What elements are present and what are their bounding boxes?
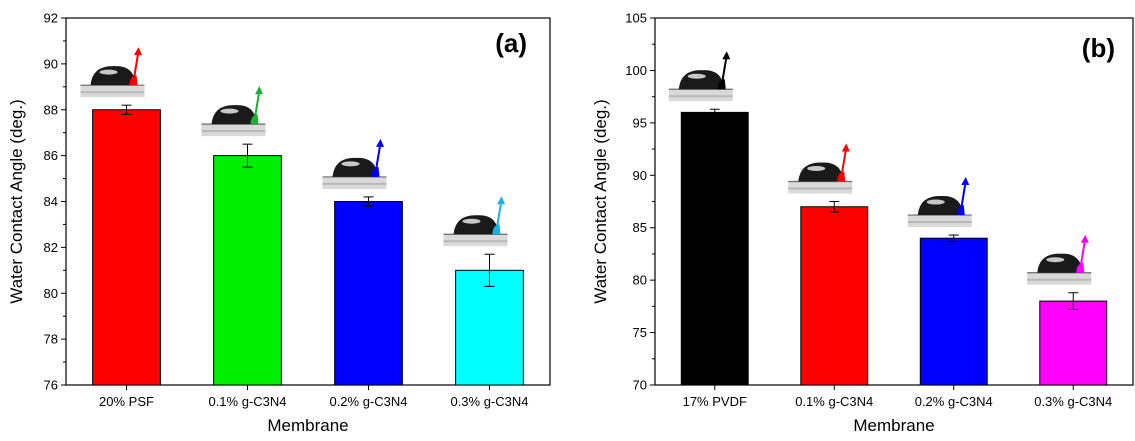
panel-label: (a)	[495, 28, 527, 58]
y-tick-label: 75	[633, 325, 647, 340]
droplet-reflection	[322, 182, 387, 185]
arrow-head	[961, 177, 970, 186]
bar	[92, 109, 161, 386]
y-tick-label: 105	[625, 11, 647, 26]
droplet-highlight	[1046, 257, 1065, 263]
y-tick-label: 88	[44, 102, 58, 117]
droplet	[90, 66, 136, 86]
bar	[919, 237, 988, 386]
droplet	[917, 196, 963, 216]
contact-angle-arrow	[132, 50, 140, 82]
y-tick-label: 78	[44, 332, 58, 347]
y-tick-label: 100	[625, 63, 647, 78]
x-tick-label: 0.1% g-C3N4	[208, 394, 286, 409]
arrow-head	[841, 143, 850, 152]
droplet-image	[201, 86, 266, 137]
droplet-image	[668, 51, 733, 102]
x-tick-label: 0.2% g-C3N4	[329, 394, 407, 409]
droplet-image	[788, 143, 853, 194]
contact-angle-arrow	[720, 55, 728, 86]
x-tick-label: 20% PSF	[99, 394, 154, 409]
bar	[680, 111, 749, 386]
y-tick-label: 86	[44, 148, 58, 163]
arrow-head	[134, 47, 142, 56]
contact-angle-arrow	[1079, 238, 1087, 269]
droplet	[453, 215, 499, 235]
bar	[334, 201, 403, 386]
droplet-image	[80, 47, 145, 98]
chart-panel-a: 76 78 80 82 84 86 88 90 92 20% PSF 0.1% g-C3N4 0.2%…	[7, 11, 551, 435]
droplet	[332, 157, 378, 177]
arrow-head	[376, 138, 384, 147]
droplet-image	[907, 177, 972, 228]
y-axis-title: Water Contact Angle (deg.)	[7, 99, 26, 303]
droplet-reflection	[1027, 278, 1092, 281]
x-tick-label: 0.1% g-C3N4	[795, 394, 873, 409]
y-tick-label: 90	[633, 168, 647, 183]
y-tick-label: 70	[633, 378, 647, 393]
bar	[213, 155, 282, 386]
x-tick-label: 0.3% g-C3N4	[450, 394, 528, 409]
x-tick-label: 0.2% g-C3N4	[915, 394, 993, 409]
y-axis-title: Water Contact Angle (deg.)	[591, 99, 610, 303]
droplet	[211, 105, 257, 125]
droplet-reflection	[201, 130, 266, 133]
y-tick-label: 80	[44, 286, 58, 301]
y-tick-label: 76	[44, 378, 58, 393]
droplet-reflection	[668, 95, 733, 98]
contact-angle-arrow	[253, 89, 261, 121]
droplet	[798, 162, 844, 182]
droplet-image	[322, 138, 387, 189]
droplet-highlight	[462, 218, 481, 224]
y-tick-label: 82	[44, 240, 58, 255]
droplet-highlight	[220, 108, 239, 114]
x-tick-label: 0.3% g-C3N4	[1034, 394, 1112, 409]
droplet-highlight	[687, 73, 706, 79]
arrow-head	[497, 196, 505, 205]
droplet-reflection	[80, 91, 145, 94]
contact-angle-arrow	[374, 142, 382, 174]
x-axis-title: Membrane	[853, 416, 934, 435]
y-tick-label: 92	[44, 11, 58, 26]
x-tick-label: 17% PVDF	[683, 394, 747, 409]
droplet-highlight	[807, 166, 826, 171]
droplet-image	[1027, 234, 1092, 285]
arrow-head	[722, 51, 731, 60]
y-tick-label: 80	[633, 273, 647, 288]
arrow-head	[1080, 234, 1089, 243]
y-tick-label: 95	[633, 115, 647, 130]
chart-panel-b: 70 75 80 85 90 95 100 105 17% PVDF 0.1% g-C3N4 0.2…	[591, 11, 1134, 435]
droplet-reflection	[443, 240, 508, 243]
bar	[1039, 300, 1108, 386]
droplet-highlight	[341, 161, 360, 167]
droplet-image	[443, 196, 508, 247]
droplet-highlight	[99, 69, 118, 75]
y-tick-label: 84	[44, 194, 58, 209]
droplet-highlight	[926, 199, 945, 205]
droplet	[678, 70, 724, 90]
droplet-reflection	[907, 221, 972, 224]
contact-angle-arrow	[495, 200, 503, 231]
contact-angle-arrow	[840, 147, 848, 178]
y-tick-label: 85	[633, 220, 647, 235]
panel-label: (b)	[1082, 33, 1115, 63]
droplet	[1037, 253, 1083, 273]
x-axis-title: Membrane	[267, 416, 348, 435]
bar	[800, 206, 869, 386]
droplet-reflection	[788, 187, 853, 190]
y-tick-label: 90	[44, 56, 58, 71]
bar	[455, 269, 524, 386]
contact-angle-arrow	[959, 180, 967, 212]
arrow-head	[255, 86, 263, 95]
